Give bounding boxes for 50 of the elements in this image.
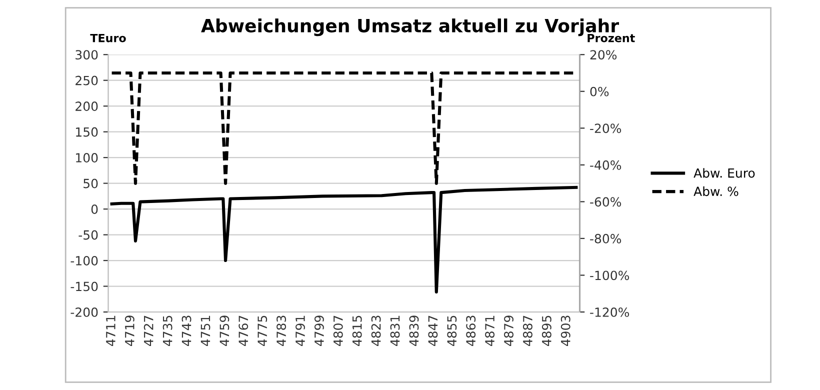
x-tick-label: 4879 [504,316,514,346]
y2-tick-label: -80% [590,234,622,244]
line-series [110,186,578,294]
x-tick-label: 4823 [371,316,381,346]
x-tick-label: 4895 [542,316,552,346]
y-tick-label: -200 [70,307,98,317]
chart-title: Abweichungen Umsatz aktuell zu Vorjahr [201,18,619,36]
x-tick-label: 4831 [390,316,400,346]
y-axis-title: TEuro [90,34,126,42]
y2-axis-title: Prozent [588,34,635,42]
x-tick-label: 4791 [296,316,305,346]
x-tick-label: 4711 [106,316,116,346]
x-tick-label: 4871 [485,316,495,346]
legend-label: Abw. % [694,186,738,196]
x-tick-label: 4863 [466,316,476,346]
x-tick-label: 4727 [144,316,154,346]
x-tick-label: 4887 [522,316,532,346]
y-tick-label: 300 [76,50,98,60]
y-tick-label: -50 [78,230,98,240]
x-tick-label: 4855 [447,316,457,346]
y2-tick-label: -120% [590,307,630,317]
y-tick-label: 50 [84,178,98,188]
y2-tick-label: 20% [590,50,617,60]
y2-tick-label: -60% [590,197,622,207]
x-tick-label: 4903 [560,316,570,346]
x-tick-label: 4807 [333,316,343,346]
x-tick-label: 4847 [428,316,438,346]
x-tick-label: 4799 [314,316,324,346]
y2-tick-label: -100% [590,270,630,280]
y-tick-label: 100 [76,153,98,162]
x-tick-label: 4751 [200,316,210,346]
x-tick-label: 4767 [238,316,248,346]
x-tick-label: 4815 [352,316,362,346]
x-tick-label: 4759 [220,316,230,346]
x-tick-label: 4775 [258,316,268,346]
x-tick-label: 4735 [162,316,172,346]
y-tick-label: -150 [70,282,98,292]
x-tick-label: 4783 [276,316,286,346]
y2-tick-label: -20% [590,124,622,134]
y-tick-label: 250 [76,76,98,86]
y-tick-label: 150 [76,127,98,137]
x-tick-label: 4719 [124,316,134,346]
y-tick-label: 200 [76,102,98,112]
x-tick-label: 4839 [409,316,419,346]
y2-tick-label: 0% [590,86,609,96]
y-tick-label: 0 [91,204,98,214]
x-tick-label: 4743 [182,316,192,346]
y-tick-label: -100 [70,256,98,266]
y2-tick-label: -40% [590,160,622,170]
legend-label: Abw. Euro [694,168,755,178]
